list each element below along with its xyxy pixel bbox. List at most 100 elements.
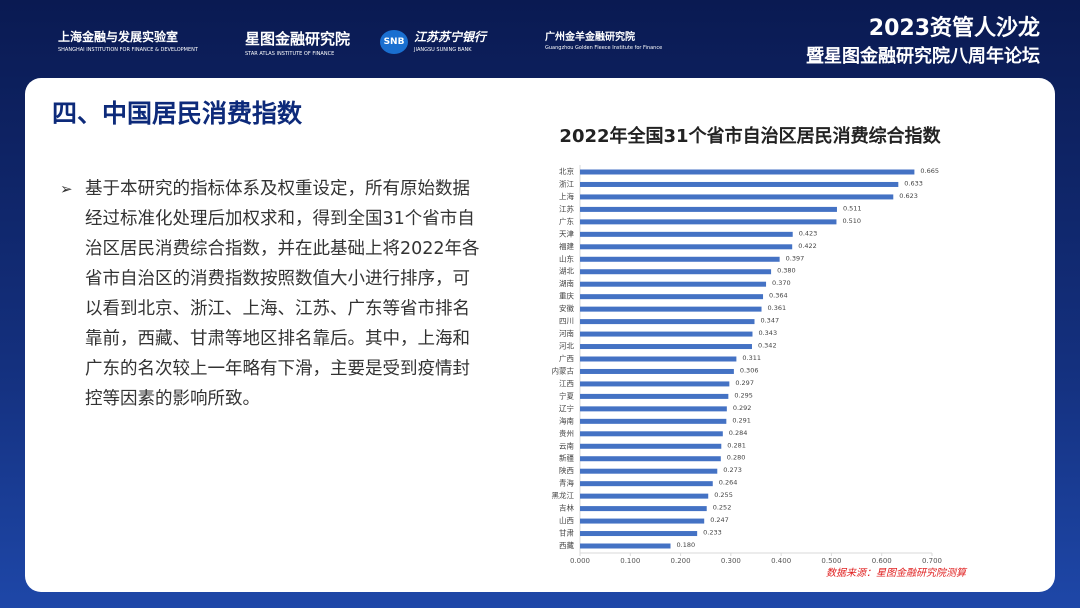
y-tick-label: 河北: [559, 342, 574, 351]
bar: [580, 368, 734, 374]
bar: [580, 194, 894, 200]
bar: [580, 219, 837, 225]
value-label: 0.292: [733, 404, 752, 412]
y-tick-label: 广东: [559, 216, 574, 226]
y-tick-label: 湖南: [559, 278, 574, 288]
bar: [580, 493, 709, 499]
y-tick-label: 新疆: [559, 453, 574, 463]
y-tick-label: 宁夏: [559, 390, 574, 400]
y-tick-label: 甘肃: [559, 528, 574, 538]
y-tick-label: 上海: [559, 191, 574, 201]
bar: [580, 418, 727, 424]
logo-sub: STAR ATLAS INSTITUTE OF FINANCE: [245, 51, 335, 57]
bar: [580, 506, 707, 512]
chart-title: 2022年全国31个省市自治区居民消费综合指数: [559, 125, 941, 147]
value-label: 0.233: [703, 529, 722, 537]
bar: [580, 344, 752, 350]
logo-sub: Guangzhou Golden Fleece Institute for Fi…: [545, 45, 663, 51]
y-tick-label: 内蒙古: [552, 365, 575, 375]
logo-sub: SHANGHAI INSTITUTION FOR FINANCE & DEVEL…: [58, 47, 198, 53]
x-tick-label: 0.300: [721, 557, 741, 565]
bar: [580, 456, 721, 462]
value-label: 0.361: [768, 304, 787, 312]
value-label: 0.291: [732, 416, 751, 424]
y-tick-label: 吉林: [559, 503, 574, 513]
x-tick-label: 0.100: [620, 557, 640, 565]
value-label: 0.281: [727, 441, 746, 449]
y-tick-label: 江苏: [559, 203, 574, 213]
value-label: 0.380: [777, 267, 796, 275]
y-tick-label: 北京: [559, 166, 574, 176]
logo: 广州金羊金融研究院 Guangzhou Golden Fleece Institu…: [545, 28, 662, 51]
bar: [580, 256, 780, 262]
logo-sub: JIANGSU SUNING BANK: [414, 47, 472, 53]
value-label: 0.311: [742, 354, 761, 362]
y-tick-label: 安徽: [559, 303, 574, 313]
event-title: 2023资管人沙龙: [868, 16, 1040, 41]
y-tick-label: 辽宁: [559, 403, 574, 413]
logo-badge: SNB: [380, 30, 408, 54]
bullet-text: 基于本研究的指标体系及权重设定，所有原始数据经过标准化处理后加权求和，得到全国3…: [60, 174, 487, 414]
y-tick-label: 西藏: [559, 540, 574, 550]
value-label: 0.510: [842, 217, 861, 225]
bar: [580, 281, 767, 287]
bar: [580, 431, 723, 437]
bar: [580, 269, 772, 275]
logo-name: 江苏苏宁银行: [414, 30, 487, 44]
x-tick-label: 0.500: [821, 557, 841, 565]
x-tick-label: 0.600: [872, 557, 892, 565]
logo: 江苏苏宁银行 JIANGSU SUNING BANK: [414, 28, 486, 53]
value-label: 0.306: [740, 366, 759, 374]
y-tick-label: 四川: [559, 317, 574, 326]
value-label: 0.370: [772, 279, 791, 287]
value-label: 0.511: [843, 204, 862, 212]
value-label: 0.364: [769, 292, 788, 300]
y-tick-label: 广西: [559, 353, 574, 363]
bar: [580, 181, 899, 187]
bar: [580, 381, 730, 387]
y-tick-label: 湖北: [559, 267, 574, 276]
bar: [580, 406, 727, 412]
logo: 上海金融与发展实验室 SHANGHAI INSTITUTION FOR FINAN…: [58, 28, 198, 53]
value-label: 0.180: [677, 541, 696, 549]
y-tick-label: 重庆: [559, 291, 574, 301]
bar: [580, 393, 729, 399]
value-label: 0.623: [899, 192, 918, 200]
heading: 四、中国居民消费指数: [52, 99, 303, 128]
bar: [580, 531, 698, 537]
x-tick-label: 0.200: [671, 557, 691, 565]
bullet-body: 基于本研究的指标体系及权重设定，所有原始数据经过标准化处理后加权求和，得到全国3…: [85, 179, 480, 409]
value-label: 0.295: [734, 391, 753, 399]
y-tick-label: 江西: [559, 379, 574, 388]
value-label: 0.347: [760, 317, 779, 325]
value-label: 0.422: [798, 242, 817, 250]
bar: [580, 319, 755, 325]
bar: [580, 518, 705, 524]
logo-name: 广州金羊金融研究院: [545, 32, 635, 43]
bar: [580, 244, 793, 250]
value-label: 0.284: [729, 429, 748, 437]
value-label: 0.273: [723, 466, 742, 474]
value-label: 0.633: [904, 179, 923, 187]
x-tick-label: 0.000: [570, 557, 590, 565]
value-label: 0.423: [799, 229, 818, 237]
y-tick-label: 青海: [559, 478, 574, 488]
value-label: 0.665: [920, 167, 939, 175]
bar: [580, 543, 671, 549]
value-label: 0.342: [758, 342, 777, 350]
y-tick-label: 山东: [559, 253, 574, 263]
value-label: 0.264: [719, 479, 738, 487]
bar: [580, 356, 737, 362]
y-tick-label: 黑龙江: [552, 490, 575, 500]
bar: [580, 468, 718, 474]
event-subtitle: 暨星图金融研究院八周年论坛: [806, 46, 1040, 67]
bar: [580, 443, 722, 449]
y-tick-label: 福建: [559, 241, 574, 251]
value-label: 0.397: [786, 254, 805, 262]
y-tick-label: 贵州: [559, 428, 574, 438]
y-tick-label: 陕西: [559, 465, 574, 475]
x-tick-label: 0.700: [922, 557, 942, 565]
bar: [580, 331, 753, 337]
bar: [580, 481, 713, 487]
